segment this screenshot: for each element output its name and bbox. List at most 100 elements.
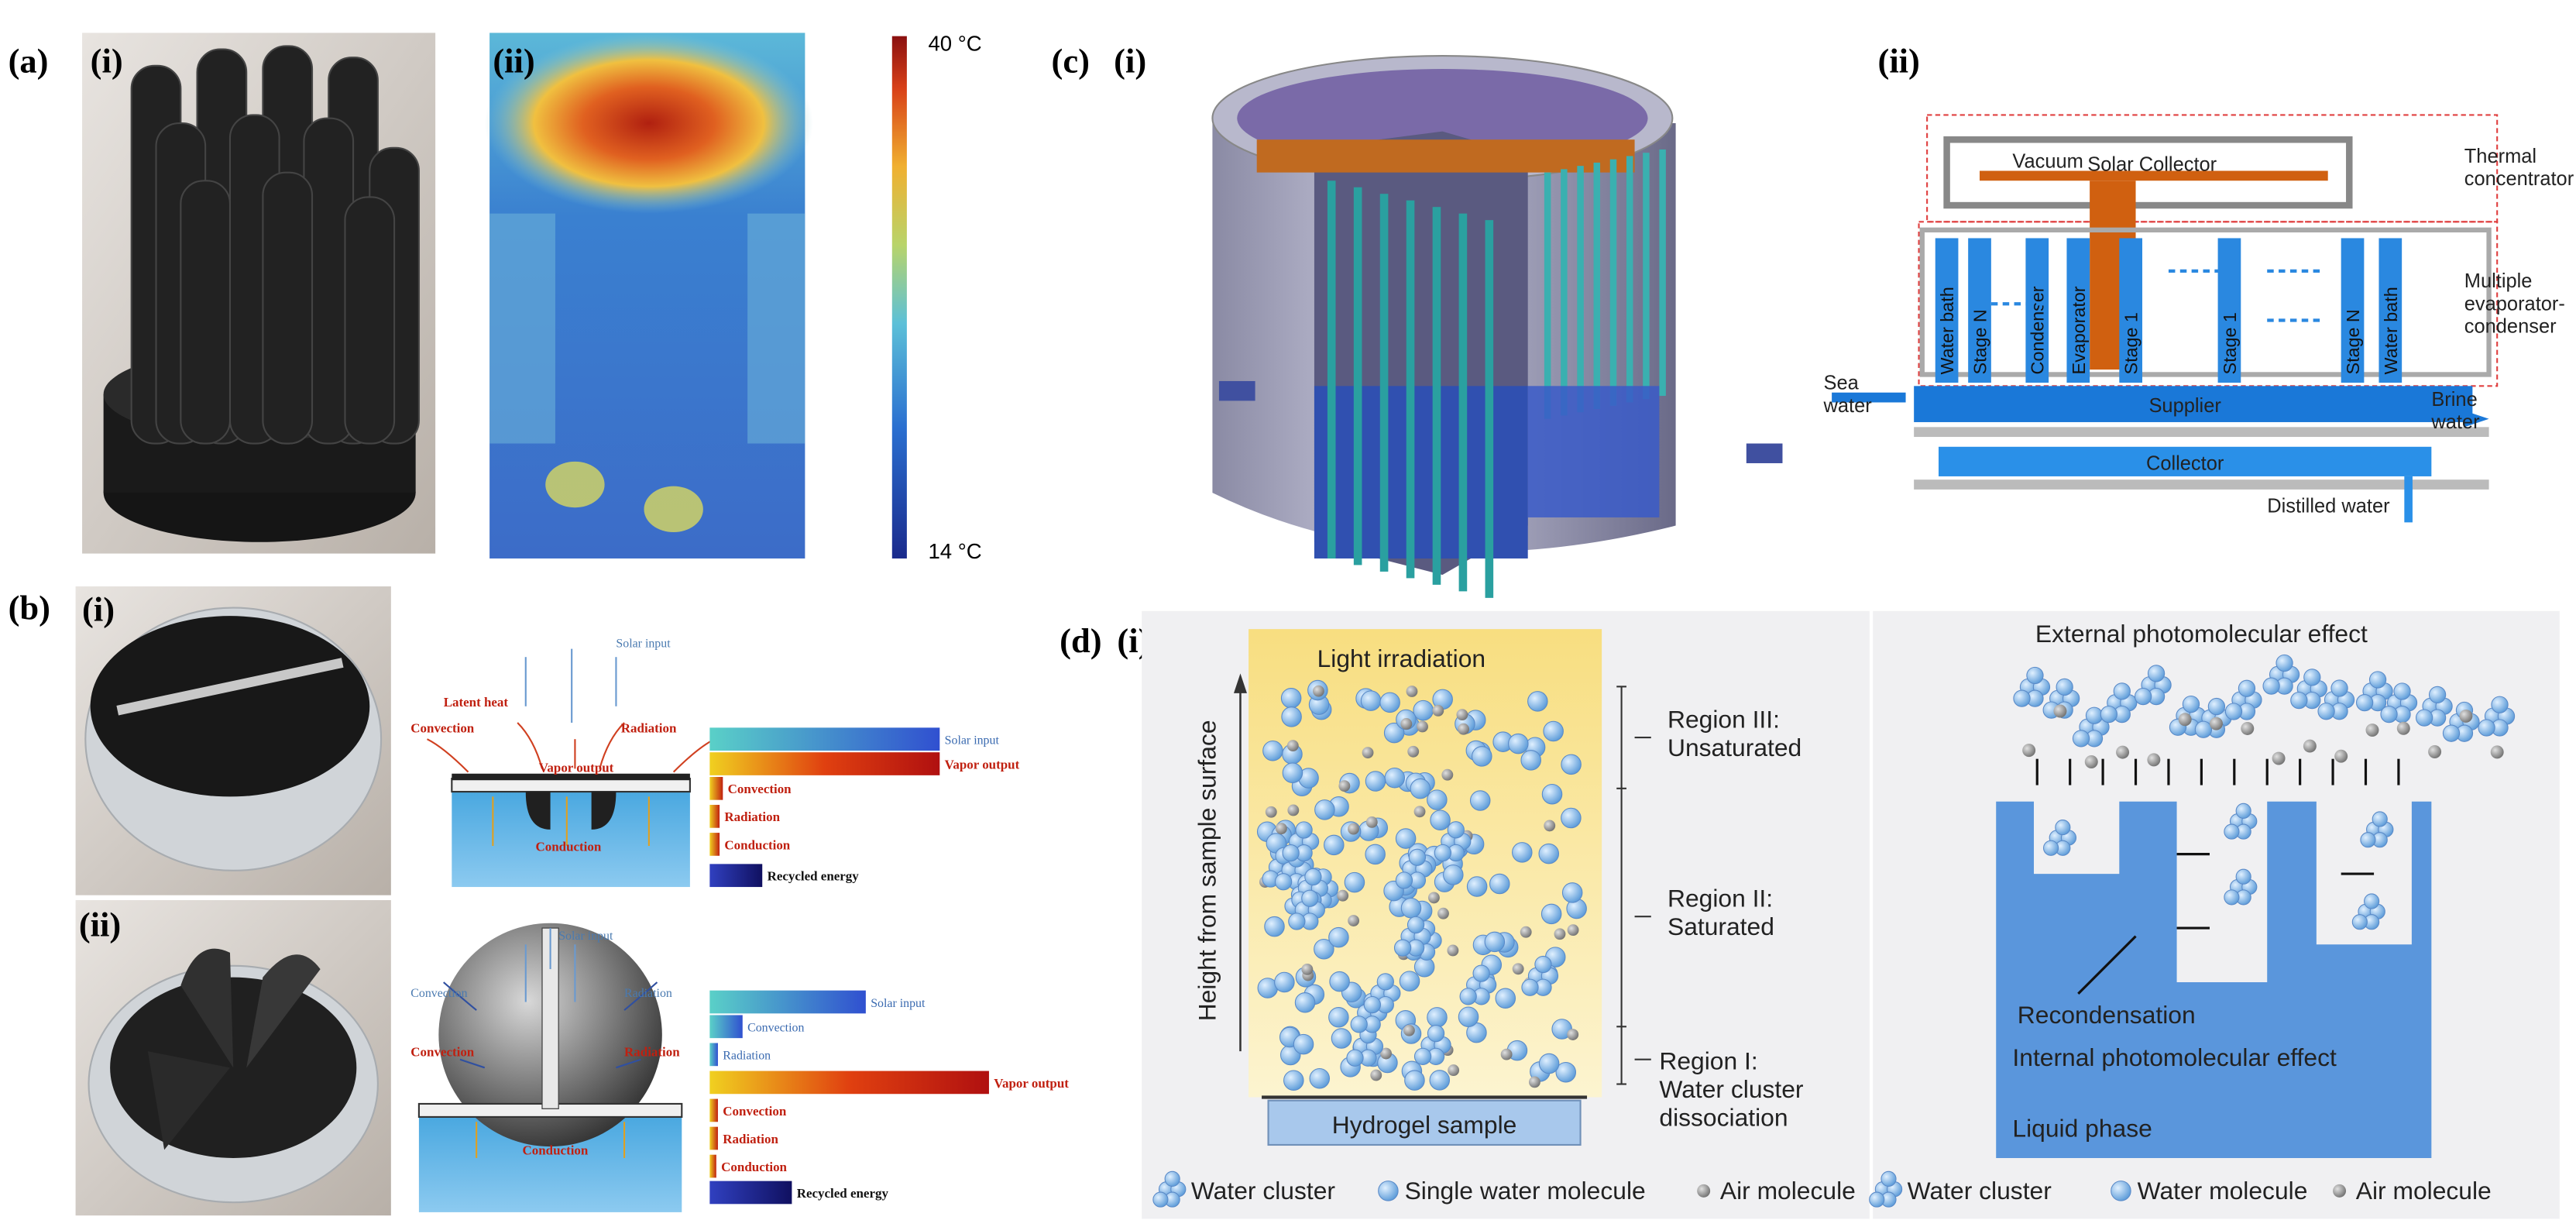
water-cluster [1350, 1016, 1368, 1033]
diagram-label: Sea water [1823, 373, 1873, 417]
stage-col [2341, 238, 2365, 383]
heat-spot [545, 461, 605, 508]
air-molecule [1456, 709, 1468, 721]
bar-label: Recycled energy [768, 869, 860, 884]
water-molecule [1410, 778, 1431, 799]
air-molecule [1301, 963, 1314, 975]
water-cluster [2207, 697, 2226, 716]
g [2013, 654, 2516, 995]
energy-bar [709, 727, 940, 751]
water-cluster [1869, 1191, 1885, 1208]
device-tube [1577, 166, 1584, 413]
water-molecule [1400, 897, 1422, 919]
air-molecule [1427, 892, 1440, 904]
collector-pipe [1938, 446, 2432, 476]
water-molecule [1541, 783, 1563, 805]
water-molecule [1328, 926, 1349, 948]
energy-bar [709, 1098, 718, 1122]
device-block [1527, 386, 1660, 517]
diagram-label: Solar input [558, 930, 613, 943]
text-line: evaporator- [2464, 293, 2565, 314]
text-line: Saturated [1668, 913, 1774, 940]
water-molecule [1360, 690, 1382, 711]
air-molecule [1697, 1184, 1711, 1198]
air-molecule [2333, 1184, 2347, 1198]
diagram-label: Radiation [621, 721, 677, 736]
stage-col [2025, 238, 2049, 383]
vacuum-frame [1943, 136, 2353, 209]
water-cluster [2224, 889, 2240, 906]
text-line: Region II: [1668, 885, 1773, 913]
bar-label: Radiation [723, 1132, 778, 1146]
water-molecule [1399, 971, 1420, 992]
water-cluster [1406, 916, 1425, 934]
stage-label: Stage 1 [2220, 312, 2240, 374]
water-molecule [1294, 992, 1316, 1013]
air-molecule [2116, 745, 2130, 759]
water-cluster [1376, 973, 1394, 991]
water-molecule [1527, 691, 1548, 712]
water-cluster [2317, 703, 2335, 720]
energy-bar [709, 805, 720, 828]
solar-plate [1980, 170, 2328, 181]
stage-label: Condenser [2028, 286, 2048, 374]
text-line: concentrator [2464, 168, 2574, 190]
legend-label: Water cluster [1191, 1177, 1336, 1205]
water-molecule [1404, 1070, 1425, 1091]
ticks [1616, 686, 1651, 1085]
bar-label: Conduction [721, 1160, 787, 1174]
water [452, 792, 690, 888]
water-molecule [1469, 790, 1491, 811]
stage-col [2119, 238, 2143, 383]
stage-col [1935, 238, 1959, 383]
energy-bar [709, 1043, 718, 1067]
stage-col [2217, 238, 2241, 383]
air-molecule [2053, 704, 2067, 718]
water-cluster [1282, 844, 1300, 862]
air-molecule [1348, 915, 1360, 926]
g [130, 45, 420, 445]
heat-side [747, 213, 805, 444]
water-cluster [2224, 703, 2243, 720]
air-molecule [1567, 924, 1579, 937]
water-molecule [1520, 750, 1541, 771]
water-molecule [1262, 740, 1283, 761]
water-molecule [1383, 722, 1405, 744]
sub-label: (ii) [79, 906, 121, 944]
water-cluster [1521, 978, 1539, 996]
air-molecule [2490, 745, 2504, 759]
text-line: dissociation [1659, 1104, 1788, 1132]
air-molecule [1554, 928, 1566, 940]
stage-col [2066, 238, 2090, 383]
absorber [90, 616, 370, 797]
water-molecule [1429, 1070, 1451, 1091]
legend-label: Air molecule [1720, 1177, 1856, 1205]
air-molecule [2365, 723, 2379, 737]
air-molecule [2241, 721, 2255, 735]
diagram-label: Conduction [523, 1143, 589, 1158]
water-cluster [1152, 1191, 1169, 1208]
device-tube [1593, 162, 1601, 409]
air-molecule [1275, 823, 1287, 835]
liquid [1996, 801, 2432, 1158]
water-cluster [2134, 687, 2152, 706]
water-molecule [1543, 720, 1564, 742]
legend-label: Single water molecule [1405, 1177, 1646, 1205]
water-cluster [2182, 695, 2200, 713]
water-cluster [2056, 678, 2073, 696]
water-molecule [1540, 903, 1562, 925]
energy-bar [709, 864, 763, 888]
water-molecule [1430, 809, 1451, 830]
heat-hot [484, 33, 813, 214]
bar-label: Solar input [871, 997, 926, 1010]
path [599, 722, 625, 769]
water-molecule [1329, 971, 1350, 992]
air-molecule [2428, 745, 2442, 758]
air-molecule [2272, 751, 2286, 765]
diagram-label: Recondensation [2018, 1001, 2196, 1029]
water-cluster [2113, 682, 2131, 700]
diagram-label: External photomolecular effect [2035, 620, 2368, 648]
arrows [524, 648, 617, 723]
water-cluster [2026, 666, 2044, 685]
frame [1914, 479, 2489, 490]
